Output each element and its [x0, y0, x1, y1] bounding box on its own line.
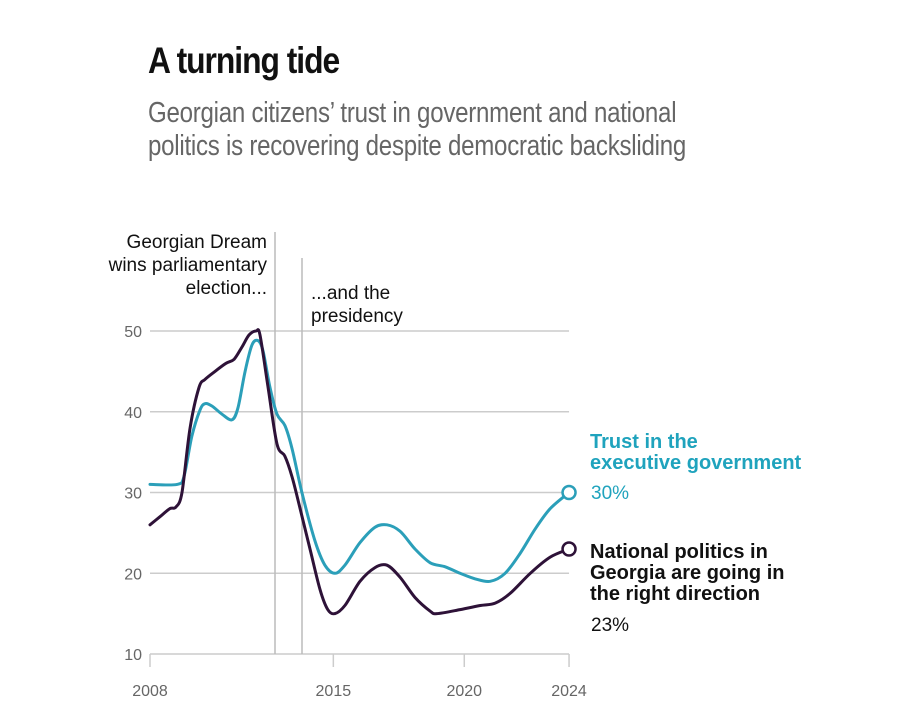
series-endpoint-national-politics-right-direction — [561, 541, 577, 557]
x-tick-label: 2015 — [316, 683, 352, 700]
end-value-national-politics: 23% — [591, 615, 629, 636]
y-tick-label: 40 — [124, 405, 142, 422]
series-line-trust-executive-government — [148, 338, 571, 584]
legend-label-trust-executive: executive government — [590, 452, 802, 474]
annotation-parliament-text: wins parliamentary — [108, 255, 268, 276]
legend-label-national-politics: National politics in — [590, 541, 768, 563]
y-tick-label: 50 — [124, 324, 142, 341]
x-tick-label: 2024 — [551, 683, 587, 700]
y-tick-label: 30 — [124, 486, 142, 503]
legend-label-national-politics: the right direction — [590, 583, 760, 605]
annotation-presidency-text: presidency — [311, 306, 403, 327]
gridlines — [150, 330, 570, 655]
y-axis: 10 20 30 40 50 — [124, 324, 142, 664]
subtitle-line-1: Georgian citizens’ trust in government a… — [148, 97, 677, 129]
y-tick-label: 10 — [124, 647, 142, 664]
legend-label-national-politics: Georgia are going in — [590, 562, 784, 584]
annotation-presidency-text: ...and the — [311, 283, 390, 304]
x-tick-label: 2008 — [132, 683, 168, 700]
legend-label-trust-executive: Trust in the — [590, 431, 698, 453]
series-lines — [148, 328, 577, 616]
chart-subtitle: Georgian citizens’ trust in government a… — [148, 97, 746, 163]
subtitle-line-2: politics is recovering despite democrati… — [148, 130, 686, 162]
end-value-trust-executive: 30% — [591, 483, 629, 504]
x-tick-label: 2020 — [446, 683, 482, 700]
annotation-parliament-text: Georgian Dream — [127, 232, 267, 253]
series-endpoint-trust-executive-government — [561, 484, 577, 501]
annotation-parliament-text: election... — [186, 278, 267, 299]
x-axis: 2008 2015 2020 2024 — [132, 654, 587, 700]
chart-title: A turning tide — [148, 40, 340, 81]
y-tick-label: 20 — [124, 566, 142, 583]
series-line-national-politics-right-direction — [148, 328, 571, 616]
